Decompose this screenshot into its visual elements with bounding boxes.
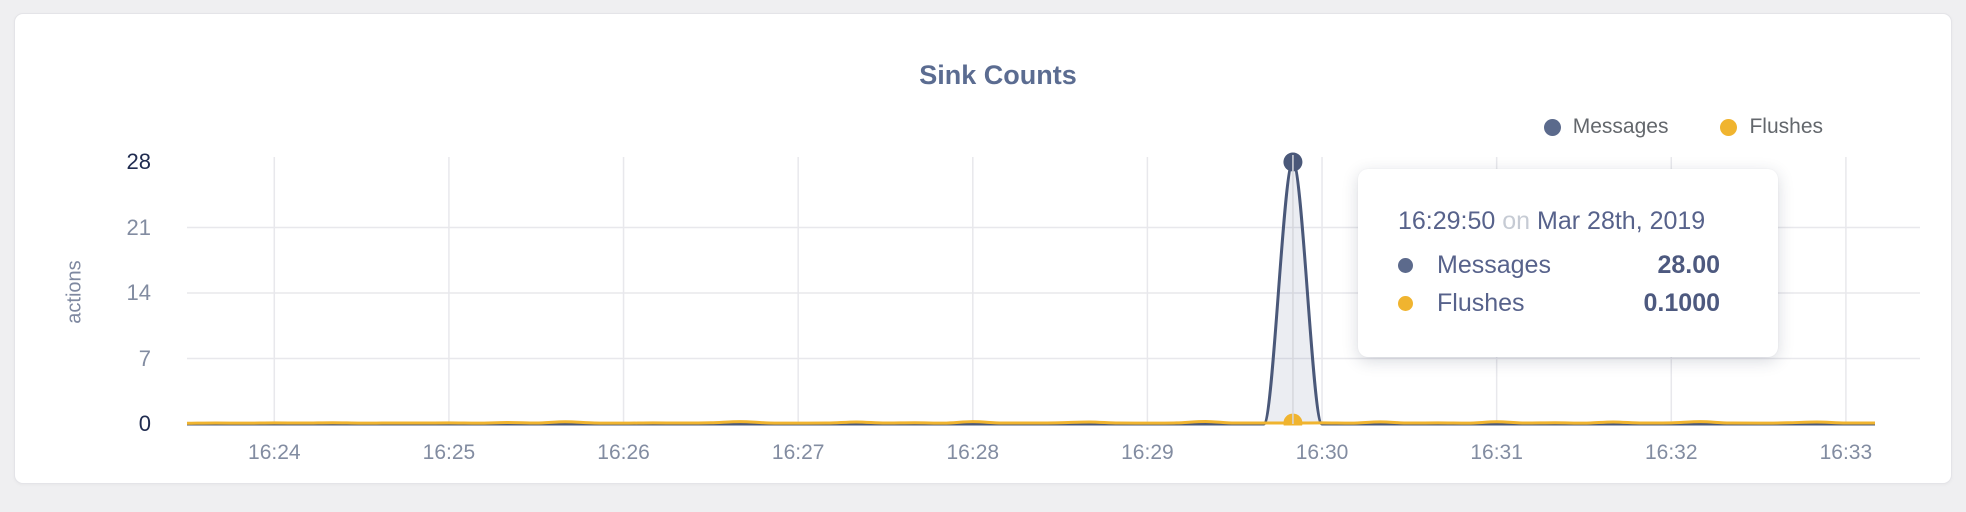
x-axis-tick-label: 16:29 (1121, 441, 1174, 464)
messages-series-dot-icon (1543, 118, 1561, 136)
legend-label-flushes: Flushes (1749, 115, 1823, 138)
tooltip-row-messages: Messages 28.00 (1398, 251, 1720, 280)
chart-card: Sink Counts Messages Flushes actions 0 7 1… (14, 13, 1952, 484)
tooltip-date: Mar 28th, 2019 (1537, 207, 1706, 235)
page-background: Sink Counts Messages Flushes actions 0 7 1… (14, 13, 1952, 484)
legend-item-messages[interactable]: Messages (1543, 115, 1669, 139)
tooltip-series-value: 28.00 (1657, 251, 1720, 279)
tooltip: 16:29:50 on Mar 28th, 2019 Messages 28.0… (1358, 169, 1778, 357)
y-axis-tick-label: 7 (138, 345, 151, 371)
y-axis-ticks: 0 7 14 21 28 (85, 14, 151, 483)
chart-title: Sink Counts (919, 60, 1077, 90)
y-axis-tick-label: 21 (126, 214, 151, 240)
x-axis-tick-label: 16:32 (1644, 441, 1698, 464)
tooltip-time: 16:29:50 (1398, 207, 1496, 235)
legend-item-flushes[interactable]: Flushes (1720, 115, 1823, 139)
legend-label-messages: Messages (1572, 115, 1669, 138)
y-axis-title: actions (63, 260, 86, 324)
tooltip-header: 16:29:50 on Mar 28th, 2019 (1398, 207, 1720, 236)
messages-dot-icon (1398, 258, 1413, 273)
flushes-line (186, 419, 1876, 425)
y-axis-tick-label: 14 (126, 280, 151, 305)
x-axis-tick-label: 16:26 (597, 441, 650, 464)
x-axis-tick-label: 16:31 (1470, 441, 1523, 464)
y-axis-tick-label: 0 (138, 411, 151, 436)
y-axis-tick-label: 28 (126, 149, 151, 174)
tooltip-series-label: Messages (1437, 251, 1551, 279)
tooltip-series-label: Flushes (1437, 289, 1525, 317)
x-axis-ticks: 16:24 16:25 16:26 16:27 16:28 16:29 16:30 16:31… (15, 441, 1951, 471)
flushes-dot-icon (1398, 296, 1413, 311)
x-axis-tick-label: 16:28 (946, 441, 1000, 464)
flushes-series-dot-icon (1720, 118, 1738, 136)
x-axis-tick-label: 16:25 (422, 441, 476, 464)
tooltip-connector: on (1502, 207, 1531, 235)
legend: Messages Flushes (1543, 115, 1823, 139)
tooltip-row-flushes: Flushes 0.1000 (1398, 289, 1720, 318)
x-axis-tick-label: 16:33 (1819, 441, 1873, 464)
x-axis-tick-label: 16:27 (771, 441, 825, 464)
x-axis-tick-label: 16:24 (248, 441, 301, 464)
x-axis-tick-label: 16:30 (1295, 441, 1349, 464)
tooltip-series-value: 0.1000 (1643, 289, 1720, 317)
